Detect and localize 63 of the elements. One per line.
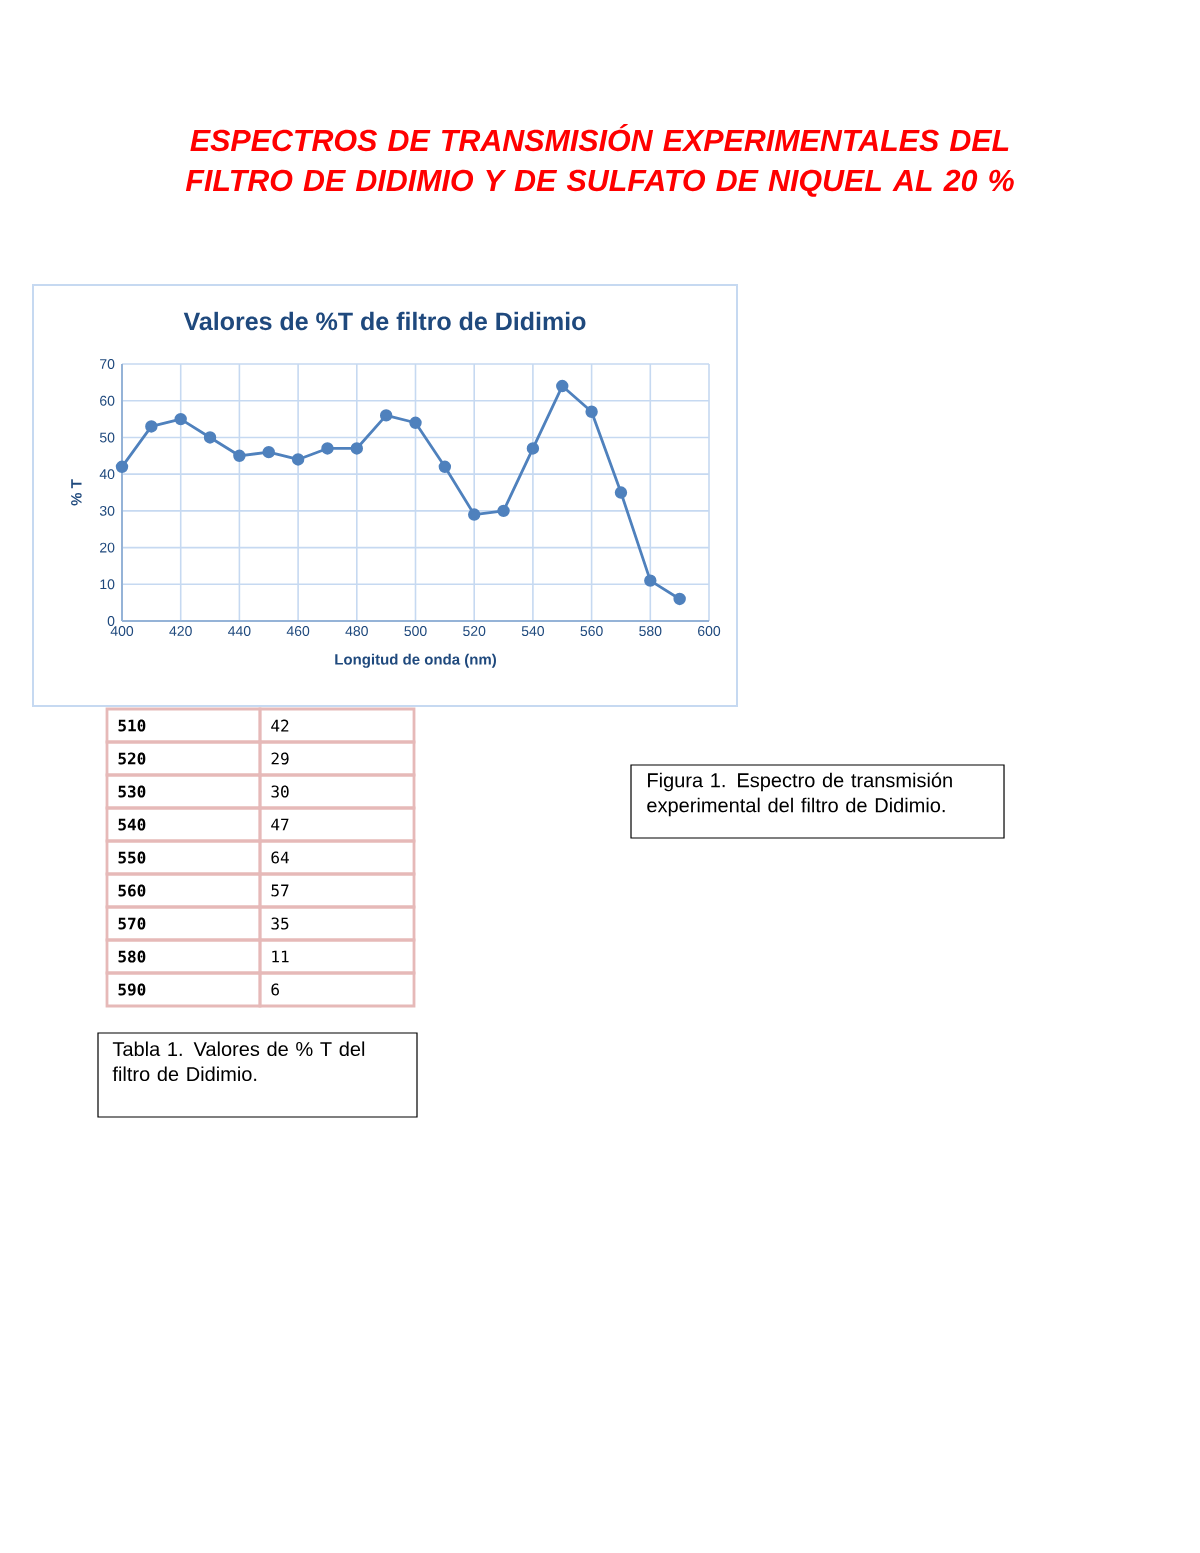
y-tick-label: 50: [99, 432, 115, 443]
text: 35: [271, 917, 289, 930]
text: ESPECTROS DE TRANSMISIÓN EXPERIMENTALES DEL FILTRO DE DIDIMIO Y DE SULFATO DE NIQUEL AL 20 %: [185, 124, 1014, 197]
point: [203, 431, 217, 444]
point: [145, 420, 158, 433]
point: [262, 445, 275, 459]
x-tick-label: 560: [580, 626, 603, 636]
text: Tabla 1. Valores de % T del filtro de Didimio.: [112, 1041, 365, 1082]
x-tick-label: 600: [698, 626, 721, 636]
x-tick-label: 480: [345, 626, 368, 636]
point: [644, 574, 657, 587]
x-tick-label: 440: [228, 626, 251, 636]
point: [409, 416, 422, 429]
y-tick-label: 70: [100, 359, 115, 369]
y-tick-label: 0: [107, 616, 115, 626]
text: 57: [271, 884, 289, 897]
text: Figura 1. Espectro de transmisión experimental del filtro de Didimio.: [647, 772, 952, 817]
y-tick-label: 60: [100, 395, 115, 406]
y-tick-label: 20: [100, 542, 115, 553]
point: [526, 442, 540, 455]
text: 29: [271, 752, 289, 765]
point: [585, 405, 598, 418]
x-tick-label: 520: [463, 626, 486, 636]
point: [468, 508, 481, 521]
point: [556, 379, 569, 393]
text: 42: [271, 719, 289, 732]
x-tick-label: 500: [404, 626, 427, 636]
x-tick-label: 540: [521, 626, 545, 636]
text: 530: [118, 785, 146, 798]
x-tick-label: 580: [639, 626, 662, 636]
point: [321, 442, 334, 455]
x-tick-label: 420: [169, 626, 192, 636]
text: 510: [118, 719, 146, 732]
point: [379, 409, 393, 422]
text: 11: [272, 950, 289, 963]
text: 560: [118, 884, 146, 897]
point: [291, 453, 305, 466]
text: 580: [118, 950, 146, 963]
text: 570: [118, 917, 146, 930]
point: [350, 442, 363, 455]
y-tick-label: 30: [99, 505, 115, 516]
text: 64: [271, 851, 289, 864]
point: [174, 412, 187, 426]
point: [614, 486, 628, 499]
point: [233, 449, 246, 462]
text: 30: [271, 785, 289, 798]
x-tick-label: 400: [110, 626, 134, 636]
text: 540: [118, 818, 146, 831]
x-axis-title: Longitud de onda (nm): [335, 653, 496, 668]
text: 550: [118, 851, 146, 864]
text: 6: [271, 983, 279, 996]
text: 47: [271, 818, 289, 831]
chart-title: Valores de %T de filtro de Didimio: [183, 311, 586, 331]
point: [438, 460, 452, 474]
text: 590: [118, 983, 146, 996]
x-tick-label: 460: [286, 626, 310, 636]
point: [115, 460, 129, 474]
text: 520: [118, 752, 146, 765]
y-tick-label: 10: [100, 579, 115, 590]
y-tick-label: 40: [99, 469, 115, 480]
point: [673, 592, 686, 606]
point: [497, 504, 510, 518]
y-axis-title: % T: [71, 479, 82, 506]
